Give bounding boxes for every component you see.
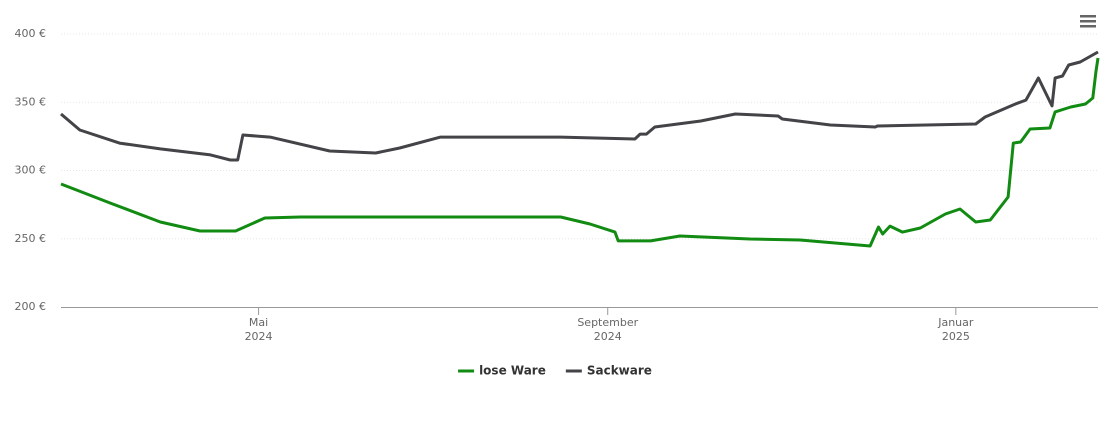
menu-button[interactable]: [1078, 12, 1100, 32]
menu-bar: [1080, 25, 1096, 28]
y-tick-label: 300 €: [15, 164, 47, 177]
menu-bar: [1080, 20, 1096, 23]
y-tick-label: 200 €: [15, 300, 47, 313]
series-line: [60, 50, 1099, 162]
menu-bar: [1080, 15, 1096, 18]
y-tick-label: 400 €: [15, 27, 47, 40]
legend-label: Sackware: [587, 364, 652, 378]
grid: [61, 33, 1098, 240]
legend-label: lose Ware: [479, 364, 546, 378]
y-tick-label: 250 €: [15, 232, 47, 245]
x-tick-label: September 2024: [577, 316, 638, 343]
legend-item[interactable]: Sackware: [565, 364, 652, 378]
series-line: [60, 57, 1100, 248]
x-tick-label: Januar 2025: [937, 316, 974, 343]
legend-item[interactable]: lose Ware: [458, 364, 546, 378]
x-tick-label: Mai 2024: [245, 316, 273, 343]
legend: lose Ware Sackware: [458, 364, 652, 378]
y-tick-label: 350 €: [15, 95, 47, 108]
